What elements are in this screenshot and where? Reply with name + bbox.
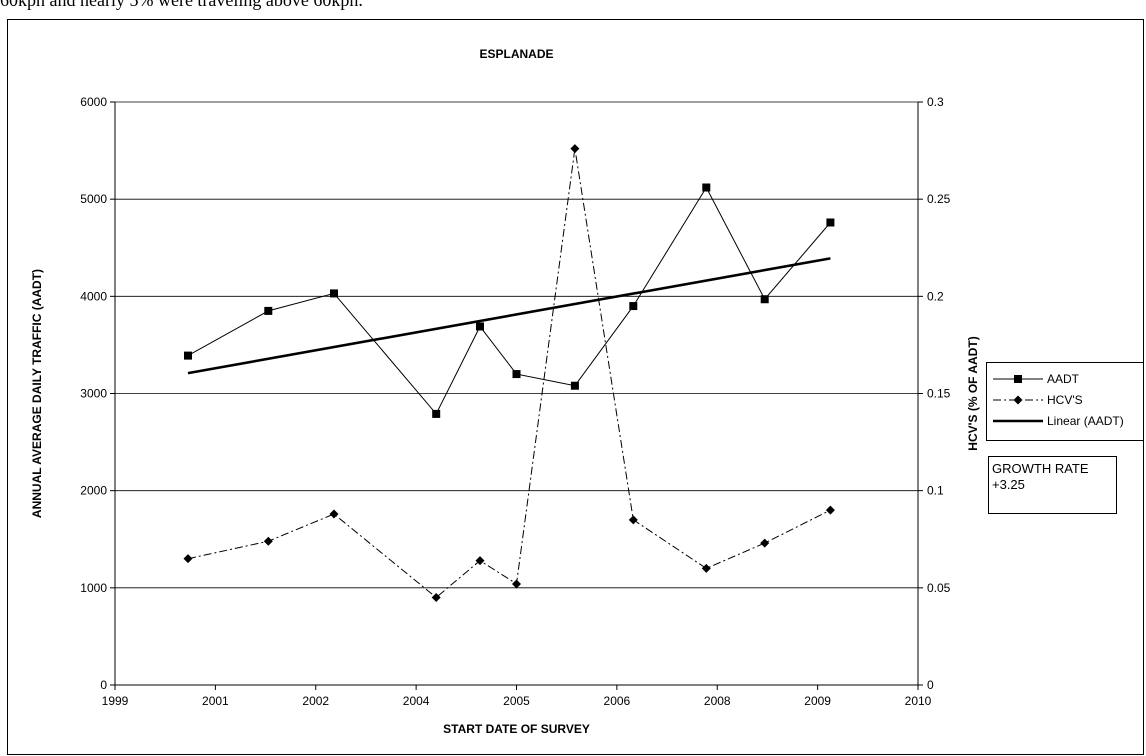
x-tick-label: 1999 — [102, 694, 129, 708]
hcv-marker — [475, 556, 485, 566]
x-tick-label: 2005 — [503, 694, 530, 708]
x-tick-label: 2006 — [604, 694, 631, 708]
page-text-fragment: 60kph and nearly 5% were traveling above… — [0, 0, 363, 10]
legend-diamond-icon — [1013, 395, 1023, 405]
hcv-marker — [431, 593, 441, 603]
hcv-marker — [570, 144, 580, 154]
hcv-marker — [701, 563, 711, 573]
aadt-marker — [570, 381, 579, 390]
aadt-marker — [432, 409, 441, 418]
x-tick-label: 2010 — [905, 694, 932, 708]
y-tick-label: 6000 — [80, 95, 107, 109]
x-tick-label: 2004 — [403, 694, 430, 708]
hcv-marker — [628, 515, 638, 525]
aadt-marker — [184, 351, 192, 360]
legend-square-icon — [1014, 375, 1022, 383]
aadt-marker — [629, 302, 638, 311]
aadt-marker — [264, 306, 273, 315]
x-tick-label: 2002 — [302, 694, 329, 708]
legend-graphics: AADT HCV'S Linear (AADT) — [993, 372, 1124, 428]
y2-tick-label: 0.05 — [927, 581, 951, 595]
y-tick-label: 3000 — [80, 387, 107, 401]
y2-tick-label: 0.2 — [927, 289, 944, 303]
y2-tick-label: 0 — [927, 678, 934, 692]
aadt-marker — [330, 289, 338, 298]
series-line-aadt — [187, 186, 831, 415]
chart-title: ESPLANADE — [479, 47, 553, 61]
y2-tick-label: 0.1 — [927, 484, 944, 498]
hcv-marker — [329, 509, 339, 519]
chart-legend: AADT HCV'S Linear (AADT) — [986, 362, 1144, 441]
hcv-marker — [512, 579, 521, 589]
aadt-marker — [826, 218, 835, 227]
aadt-marker — [512, 370, 521, 379]
y-tick-label: 5000 — [80, 192, 107, 206]
series-line-linear-aadt- — [187, 257, 831, 375]
y-tick-label: 4000 — [80, 289, 107, 303]
x-axis-label: START DATE OF SURVEY — [443, 722, 590, 736]
growth-rate-value: +3.25 — [992, 477, 1025, 492]
y2-tick-label: 0.25 — [927, 192, 951, 206]
y2-tick-label: 0.3 — [927, 95, 944, 109]
y-tick-label: 2000 — [80, 484, 107, 498]
hcv-marker — [263, 536, 273, 546]
x-tick-label: 2008 — [704, 694, 731, 708]
legend-label: Linear (AADT) — [1047, 414, 1124, 428]
x-tick-label: 2009 — [804, 694, 831, 708]
y-tick-label: 0 — [100, 678, 107, 692]
y-axis-label: ANNUAL AVERAGE DAILY TRAFFIC (AADT) — [30, 269, 44, 518]
hcv-marker — [760, 538, 770, 548]
y2-axis-label: HCV'S (% OF AADT) — [966, 336, 980, 450]
hcv-marker — [825, 505, 835, 515]
y2-tick-label: 0.15 — [927, 387, 951, 401]
aadt-marker — [760, 295, 769, 304]
growth-rate-box: GROWTH RATE +3.25 — [988, 456, 1117, 514]
y-tick-label: 1000 — [80, 581, 107, 595]
aadt-marker — [702, 183, 711, 192]
legend-label: AADT — [1047, 372, 1080, 386]
growth-rate-label: GROWTH RATE — [992, 461, 1089, 476]
legend-label: HCV'S — [1047, 393, 1083, 407]
series-line-hcv-s — [187, 148, 831, 599]
hcv-marker — [183, 554, 193, 564]
aadt-marker — [476, 322, 484, 331]
x-tick-label: 2001 — [202, 694, 229, 708]
